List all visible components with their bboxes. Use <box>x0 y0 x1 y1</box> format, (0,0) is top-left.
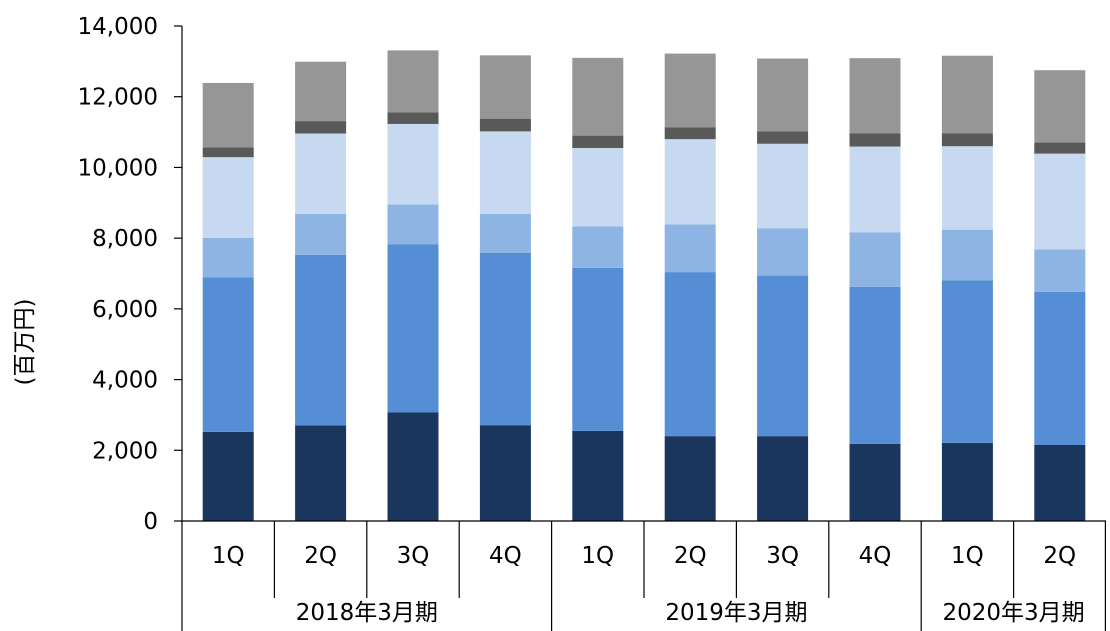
x-category-label: 4Q <box>489 543 522 569</box>
bar-segment-8-1 <box>849 443 901 521</box>
bar-segment-4-3 <box>479 213 531 253</box>
bar-segment-8-6 <box>849 58 901 134</box>
bar-segment-10-3 <box>1034 249 1086 292</box>
bar-segment-7-6 <box>757 58 809 132</box>
x-group-label: 2019年3月期 <box>665 600 807 626</box>
bar-segment-6-4 <box>664 139 716 225</box>
bar-segment-2-5 <box>295 121 347 134</box>
y-tick-label: 0 <box>143 509 158 535</box>
bars-layer <box>202 50 1086 521</box>
bar-segment-7-2 <box>757 275 809 437</box>
bar-segment-6-6 <box>664 53 716 128</box>
y-axis-title-group: (百万円) <box>12 299 38 386</box>
bar-segment-5-1 <box>572 430 624 521</box>
bar-segment-8-4 <box>849 146 901 233</box>
bar-segment-7-4 <box>757 143 809 229</box>
axes-layer <box>174 25 1107 631</box>
x-group-labels: 2018年3月期 2019年3月期 2020年3月期 <box>296 600 1085 626</box>
y-tick-label: 4,000 <box>92 368 158 394</box>
x-group-label: 2020年3月期 <box>943 600 1085 626</box>
bar-segment-1-1 <box>202 431 254 521</box>
x-category-label: 4Q <box>859 543 892 569</box>
bar-segment-10-2 <box>1034 291 1086 445</box>
bar-segment-3-2 <box>387 244 439 413</box>
bar-segment-1-3 <box>202 237 254 278</box>
bar-segment-1-4 <box>202 157 254 238</box>
bar-segment-10-4 <box>1034 153 1086 250</box>
bar-segment-1-6 <box>202 82 254 148</box>
y-tick-label: 10,000 <box>78 155 158 181</box>
bar-segment-3-1 <box>387 412 439 521</box>
bar-segment-2-1 <box>295 425 347 521</box>
bar-segment-6-2 <box>664 272 716 437</box>
bar-segment-3-3 <box>387 204 439 245</box>
y-tick-label: 2,000 <box>92 438 158 464</box>
y-tick-label: 12,000 <box>78 85 158 111</box>
bar-segment-2-3 <box>295 213 347 255</box>
y-tick-label: 6,000 <box>92 297 158 323</box>
bar-segment-9-5 <box>941 133 993 147</box>
x-category-label: 1Q <box>212 543 245 569</box>
bar-segment-4-5 <box>479 118 531 132</box>
bar-segment-3-6 <box>387 50 439 113</box>
x-category-label: 2Q <box>674 543 707 569</box>
bar-segment-5-4 <box>572 147 624 227</box>
bar-segment-5-5 <box>572 135 624 148</box>
bar-segment-9-1 <box>941 442 993 521</box>
x-group-label: 2018年3月期 <box>296 600 438 626</box>
x-category-label: 1Q <box>581 543 614 569</box>
bar-segment-6-3 <box>664 224 716 273</box>
x-category-label: 2Q <box>1043 543 1076 569</box>
x-category-label: 1Q <box>951 543 984 569</box>
bar-segment-2-4 <box>295 133 347 214</box>
bar-segment-5-3 <box>572 226 624 268</box>
bar-segment-4-1 <box>479 425 531 521</box>
bar-segment-9-2 <box>941 280 993 443</box>
bar-segment-5-2 <box>572 267 624 431</box>
bar-segment-1-2 <box>202 277 254 432</box>
x-category-label: 3Q <box>397 543 430 569</box>
bar-segment-9-6 <box>941 55 993 134</box>
bar-segment-8-2 <box>849 286 901 444</box>
x-category-labels: 1Q 2Q 3Q 4Q 1Q 2Q 3Q 4Q 1Q 2Q <box>212 543 1076 569</box>
bar-segment-2-6 <box>295 61 347 122</box>
y-tick-label: 8,000 <box>92 226 158 252</box>
y-tick-label: 14,000 <box>78 14 158 40</box>
bar-segment-2-2 <box>295 254 347 426</box>
bar-segment-7-3 <box>757 228 809 276</box>
bar-segment-4-4 <box>479 131 531 214</box>
bar-segment-10-6 <box>1034 70 1086 143</box>
x-category-label: 2Q <box>304 543 337 569</box>
bar-segment-4-6 <box>479 55 531 119</box>
y-axis-title: (百万円) <box>12 299 38 386</box>
bar-segment-9-4 <box>941 146 993 230</box>
bar-segment-6-5 <box>664 127 716 140</box>
bar-segment-10-1 <box>1034 444 1086 521</box>
y-tick-labels: 0 2,000 4,000 6,000 8,000 10,000 12,000 14,000 <box>78 14 158 535</box>
bar-segment-7-1 <box>757 436 809 521</box>
bar-segment-10-5 <box>1034 142 1086 154</box>
x-category-label: 3Q <box>766 543 799 569</box>
bar-segment-3-5 <box>387 112 439 124</box>
bar-segment-9-3 <box>941 229 993 281</box>
bar-segment-8-3 <box>849 232 901 287</box>
bar-segment-7-5 <box>757 131 809 144</box>
bar-segment-3-4 <box>387 123 439 205</box>
bar-segment-8-5 <box>849 133 901 147</box>
bar-segment-5-6 <box>572 57 624 136</box>
bar-segment-1-5 <box>202 147 254 158</box>
bar-segment-6-1 <box>664 436 716 521</box>
bar-segment-4-2 <box>479 252 531 426</box>
